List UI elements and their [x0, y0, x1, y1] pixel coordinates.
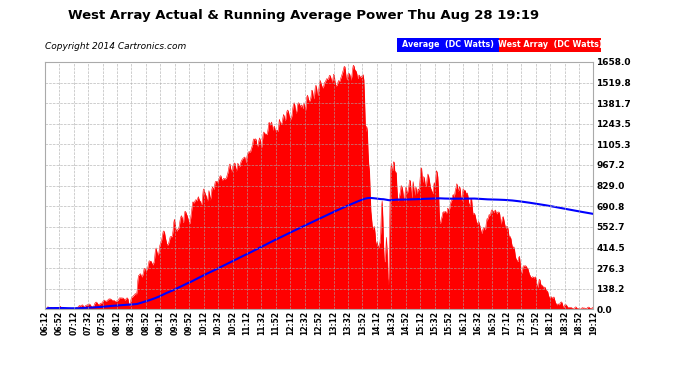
Text: West Array Actual & Running Average Power Thu Aug 28 19:19: West Array Actual & Running Average Powe… — [68, 9, 539, 22]
Text: Average  (DC Watts): Average (DC Watts) — [402, 40, 494, 49]
Text: Copyright 2014 Cartronics.com: Copyright 2014 Cartronics.com — [45, 42, 186, 51]
Text: West Array  (DC Watts): West Array (DC Watts) — [497, 40, 602, 49]
